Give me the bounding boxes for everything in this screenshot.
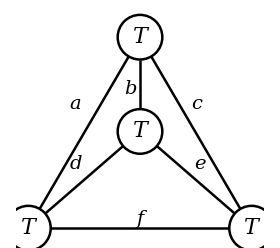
Text: T: T	[132, 26, 148, 48]
Circle shape	[118, 109, 162, 154]
Text: b: b	[124, 80, 136, 98]
Text: d: d	[69, 155, 82, 173]
Circle shape	[229, 206, 274, 248]
Text: a: a	[70, 95, 81, 113]
Text: f: f	[136, 211, 144, 228]
Text: T: T	[132, 121, 148, 142]
Circle shape	[6, 206, 51, 248]
Text: c: c	[192, 95, 202, 113]
Text: T: T	[21, 217, 36, 239]
Text: e: e	[194, 155, 205, 173]
Circle shape	[118, 15, 162, 60]
Text: T: T	[244, 217, 259, 239]
